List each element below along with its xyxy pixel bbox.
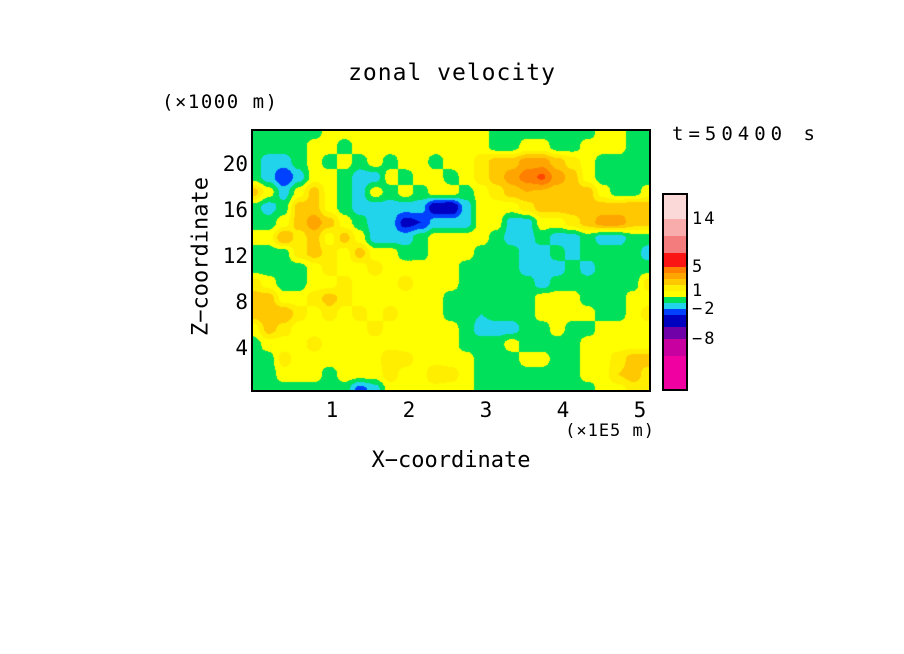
colorbar-tick-label: −2 — [692, 299, 717, 319]
x-axis-title: X−coordinate — [371, 448, 531, 473]
z-tick-label: 20 — [222, 152, 248, 176]
colorbar-segment — [664, 253, 686, 267]
colorbar-tick-label: 1 — [692, 281, 705, 301]
x-tick-label: 2 — [402, 398, 416, 422]
colorbar-tick-label: 5 — [692, 257, 705, 277]
colorbar-segment — [664, 327, 686, 339]
colorbar-segment — [664, 195, 686, 219]
colorbar-segment — [664, 297, 686, 303]
colorbar-segment — [664, 285, 686, 291]
time-annotation: t=50400 s — [672, 123, 820, 145]
x-tick-label: 5 — [633, 398, 647, 422]
colorbar-segment — [664, 291, 686, 297]
z-tick-label: 12 — [222, 244, 248, 268]
x-tick-label: 4 — [556, 398, 570, 422]
x-axis-units-label: (×1E5 m) — [565, 421, 655, 441]
colorbar-tick-label: 14 — [692, 209, 717, 229]
colorbar-segment — [664, 236, 686, 253]
colorbar-segment — [664, 219, 686, 236]
plot-frame — [251, 129, 651, 392]
colorbar — [662, 193, 688, 391]
contour-field-canvas — [253, 131, 649, 390]
colorbar-segment — [664, 315, 686, 327]
x-tick-label: 1 — [325, 398, 339, 422]
colorbar-segment — [664, 279, 686, 285]
colorbar-segment — [664, 309, 686, 315]
colorbar-tick-label: −8 — [692, 329, 717, 349]
colorbar-segment — [664, 356, 686, 389]
x-tick-label: 3 — [479, 398, 493, 422]
colorbar-segment — [664, 339, 686, 356]
chart-title: zonal velocity — [348, 60, 556, 86]
colorbar-segment — [664, 303, 686, 309]
z-tick-label: 4 — [235, 336, 248, 360]
z-tick-label: 8 — [235, 290, 248, 314]
z-tick-label: 16 — [222, 198, 248, 222]
y-axis-units-label: (×1000 m) — [162, 91, 279, 113]
colorbar-segment — [664, 267, 686, 273]
colorbar-segment — [664, 273, 686, 279]
